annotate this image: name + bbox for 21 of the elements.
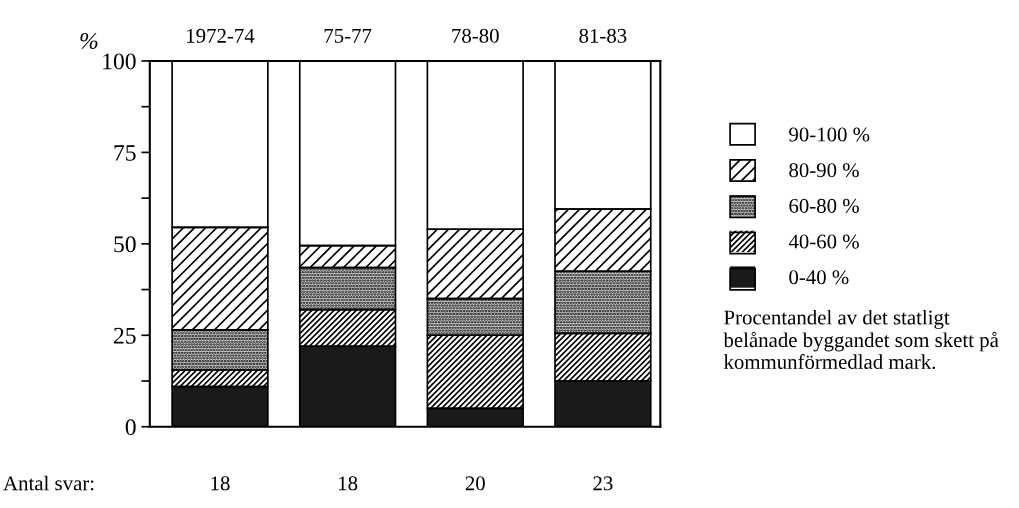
- text: 18: [339, 476, 358, 491]
- text: 20: [465, 476, 485, 491]
- text: Procentandel av det statligt belånade byggandet som skett på kommunförmedlad mark.: [723, 309, 999, 370]
- legend-label: 0-40 %: [789, 270, 849, 285]
- text: Antal svar:: [3, 475, 94, 491]
- legend-label: 40-60 %: [788, 234, 859, 249]
- text: 18: [211, 476, 230, 491]
- x-tick-label: 1972-74: [187, 28, 255, 43]
- y-tick-label: 75: [114, 145, 136, 161]
- text: 90-100 %: [789, 127, 870, 142]
- y-tick-label: 0: [125, 419, 136, 436]
- x-tick-label: 75-77: [324, 28, 372, 43]
- y-tick-label: 25: [114, 327, 136, 344]
- y-tick-label: 50: [114, 236, 136, 253]
- legend-label: 60-80 %: [789, 198, 859, 213]
- y-tick-label: 100: [103, 53, 136, 70]
- x-tick-label: 81-83: [579, 28, 627, 43]
- x-tick-label: 78-80: [452, 28, 499, 43]
- legend-label: 80-90 %: [789, 163, 859, 178]
- y-axis-title: %: [80, 32, 98, 49]
- text: 23: [593, 476, 613, 491]
